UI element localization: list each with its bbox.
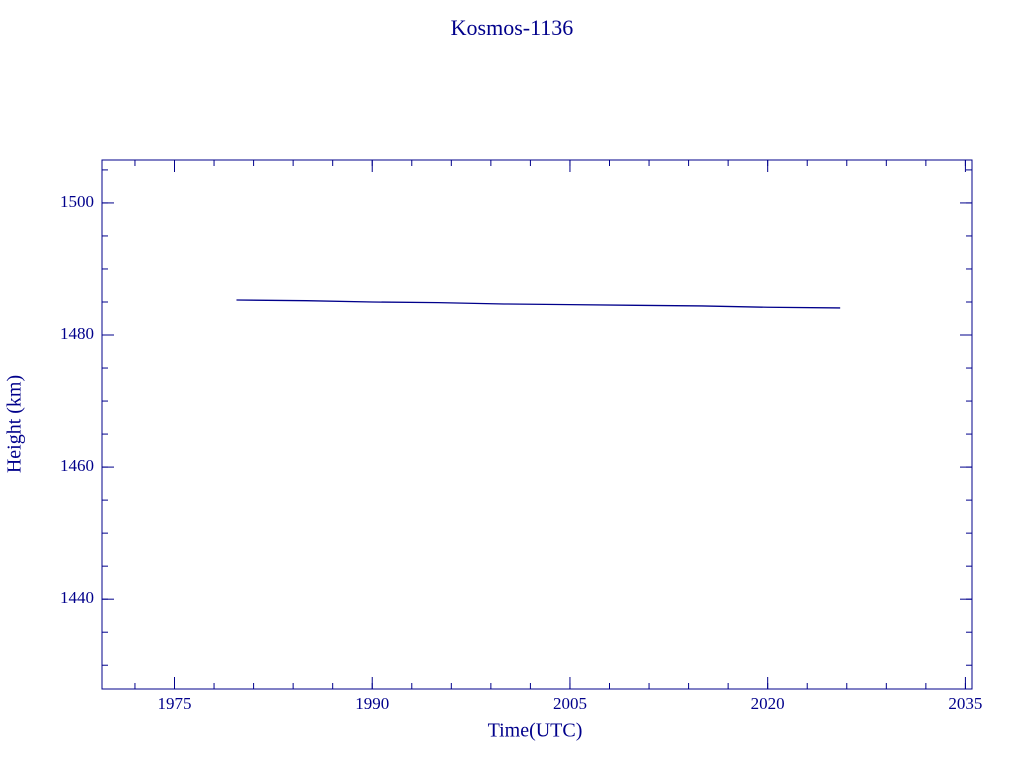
plot-frame	[101, 159, 973, 690]
y-tick-label: 1500	[60, 192, 94, 211]
y-tick-label: 1440	[60, 588, 94, 607]
x-tick-label: 2020	[751, 694, 785, 713]
y-axis-label: Height (km)	[4, 375, 26, 473]
chart-title: Kosmos-1136	[451, 15, 574, 40]
x-tick-label: 1975	[158, 694, 192, 713]
y-tick-label: 1480	[60, 324, 94, 343]
x-tick-label: 1990	[355, 694, 389, 713]
x-tick-label: 2005	[553, 694, 587, 713]
data-line	[236, 299, 841, 309]
x-axis-label: Time(UTC)	[488, 720, 583, 742]
x-tick-label: 2035	[948, 694, 982, 713]
y-tick-label: 1460	[60, 456, 94, 475]
